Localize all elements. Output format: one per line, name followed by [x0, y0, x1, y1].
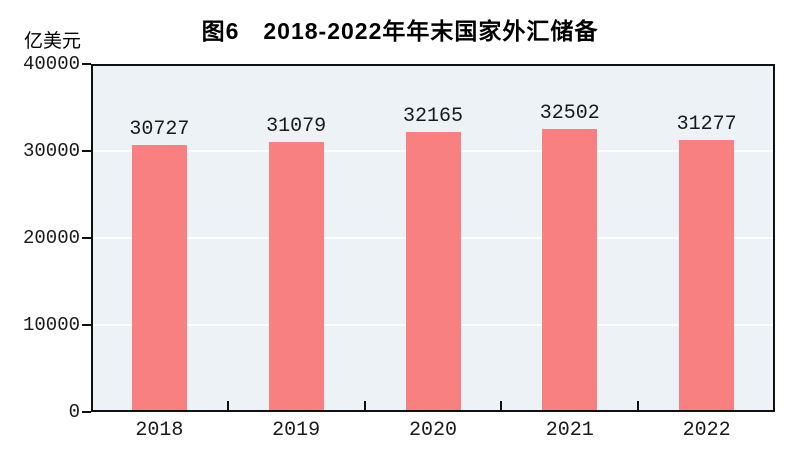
- y-axis-tick-label: 40000: [22, 53, 80, 75]
- bar: [268, 141, 324, 410]
- x-axis-tick: [226, 401, 229, 410]
- x-axis-category-label: 2018: [135, 419, 184, 442]
- y-axis-tick: [82, 237, 91, 239]
- x-axis-tick: [500, 401, 503, 410]
- bar: [542, 129, 598, 410]
- bar-value-label: 32165: [402, 105, 463, 129]
- bar: [405, 132, 461, 410]
- bar: [131, 144, 187, 410]
- bar-value-label: 31079: [266, 114, 327, 138]
- chart-title: 图6 2018-2022年年末国家外汇储备: [201, 18, 599, 44]
- x-axis-category-label: 2022: [682, 419, 731, 442]
- y-axis-tick: [82, 63, 91, 65]
- y-axis-tick: [82, 150, 91, 152]
- y-axis-unit-label: 亿美元: [24, 31, 82, 52]
- bar-value-label: 30727: [129, 117, 190, 141]
- bar-value-label: 31277: [676, 112, 737, 136]
- x-axis-tick: [363, 401, 366, 410]
- x-axis-tick: [637, 401, 640, 410]
- y-axis-tick: [82, 411, 91, 413]
- bar-value-label: 32502: [539, 102, 600, 126]
- y-axis-tick-label: 10000: [22, 314, 80, 336]
- y-axis-tick-label: 20000: [22, 227, 80, 249]
- y-axis-tick-label: 30000: [22, 140, 80, 162]
- x-axis-category-label: 2021: [545, 419, 594, 442]
- x-axis-category-label: 2019: [272, 419, 321, 442]
- bar: [679, 139, 735, 410]
- y-axis-tick: [82, 324, 91, 326]
- y-axis-tick-label: 0: [68, 401, 80, 423]
- x-axis-category-label: 2020: [408, 419, 457, 442]
